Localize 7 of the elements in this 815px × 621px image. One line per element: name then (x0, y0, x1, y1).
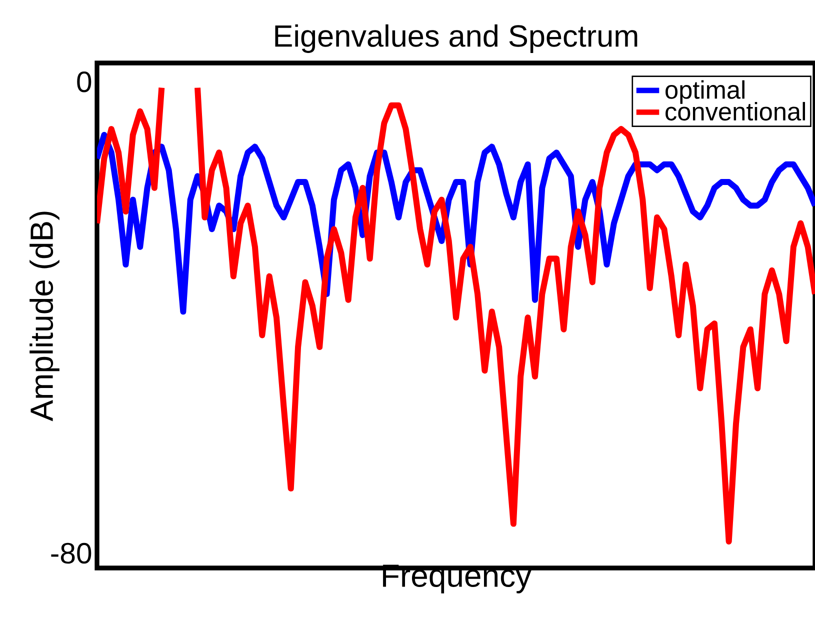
legend-label: conventional (666, 102, 806, 121)
y-tick-label: -80 (51, 542, 92, 564)
y-tick-label: 0 (77, 71, 92, 92)
y-axis-title: Amplitude (dB) (30, 212, 60, 422)
chart-title: Eigenvalues and Spectrum (275, 24, 638, 53)
x-axis-title: Frequency (383, 564, 532, 594)
legend-label: optimal (666, 80, 744, 104)
